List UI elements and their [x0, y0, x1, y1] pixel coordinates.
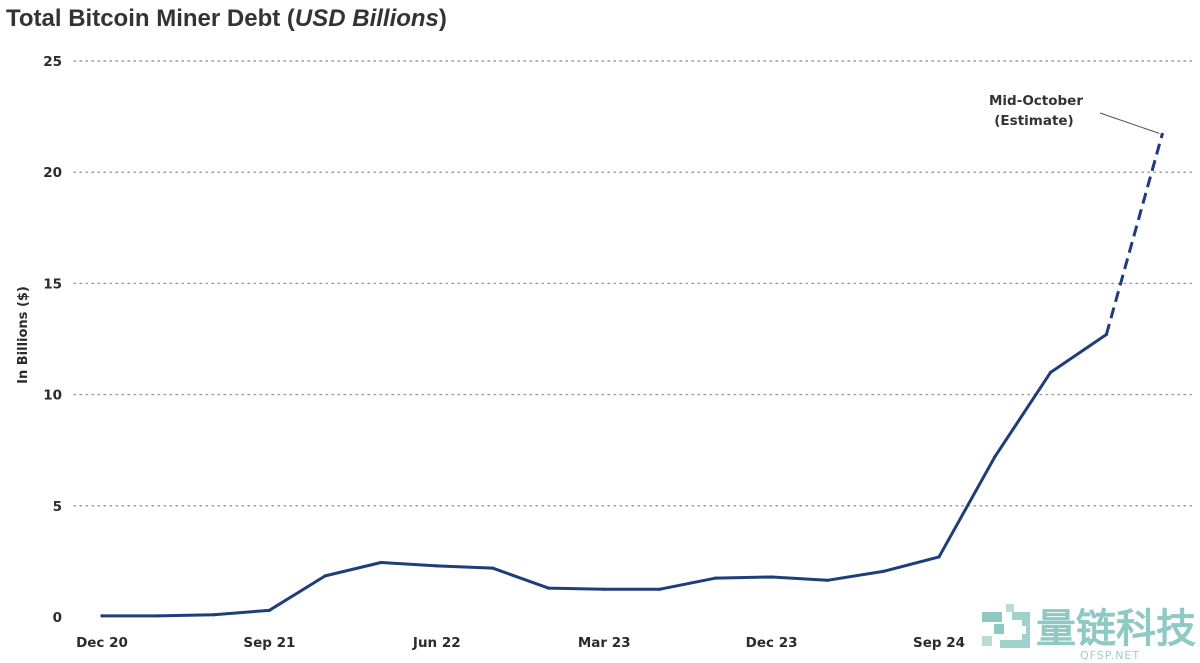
data-point-sep-21	[267, 608, 271, 612]
y-tick-label: 15	[43, 276, 62, 292]
watermark-latin: QFSP.NET	[1080, 649, 1140, 662]
data-point-mar-23	[602, 587, 606, 591]
chart-title: Total Bitcoin Miner Debt (USD Billions)	[6, 5, 447, 32]
x-tick-label: Jun 22	[412, 635, 461, 651]
data-point-dec-23	[770, 575, 774, 579]
data-point-sep-24	[937, 555, 941, 559]
data-point-mid-october	[1160, 132, 1164, 136]
y-tick-labels: 0 5 10 15 20 25	[43, 54, 62, 626]
data-point-mar-24	[825, 578, 830, 582]
estimate-annotation: Mid-October (Estimate)	[989, 93, 1160, 134]
annotation-line-1: Mid-October	[989, 93, 1083, 109]
data-point-jun-23	[658, 587, 662, 591]
data-point-sep-22	[491, 566, 495, 570]
data-point-dec-22	[546, 586, 551, 590]
data-point-dec-20	[100, 614, 104, 618]
x-tick-label: Dec 23	[746, 635, 798, 651]
watermark-logo-icon	[982, 604, 1030, 648]
annotation-leader-line	[1099, 112, 1160, 134]
series-line-0	[100, 333, 1108, 618]
data-point-jun-21	[212, 613, 216, 617]
x-tick-label: Sep 21	[243, 635, 295, 651]
x-tick-label: Mar 23	[578, 635, 631, 651]
data-point-mar-25	[1049, 370, 1053, 374]
x-tick-labels: Dec 20 Sep 21 Jun 22 Mar 23 Dec 23 Sep 24	[76, 635, 965, 651]
x-tick-label: Dec 20	[76, 635, 128, 651]
y-tick-label: 0	[53, 610, 62, 626]
y-axis-label: In Billions ($)	[16, 286, 31, 384]
data-point-jun-25	[1104, 332, 1108, 337]
data-point-jun-22	[435, 564, 439, 568]
watermark-chinese: 量链科技	[1036, 606, 1196, 652]
y-tick-label: 5	[53, 499, 62, 515]
data-point-jun-24	[881, 569, 885, 574]
y-tick-label: 20	[43, 165, 62, 181]
data-point-dec-21	[323, 574, 327, 578]
data-point-mar-22	[379, 560, 383, 565]
y-tick-label: 25	[43, 54, 62, 70]
data-point-mar-21	[156, 614, 160, 618]
watermark: 量链科技 QFSP.NET	[982, 604, 1196, 662]
y-tick-label: 10	[43, 388, 62, 404]
data-point-dec-24	[993, 455, 997, 459]
annotation-line-2: (Estimate)	[994, 113, 1073, 129]
series-estimate-line-0	[1104, 133, 1164, 335]
x-tick-label: Sep 24	[913, 635, 965, 651]
data-point-sep-23	[714, 576, 718, 580]
series-lines	[100, 132, 1164, 618]
gridlines	[73, 60, 1197, 507]
